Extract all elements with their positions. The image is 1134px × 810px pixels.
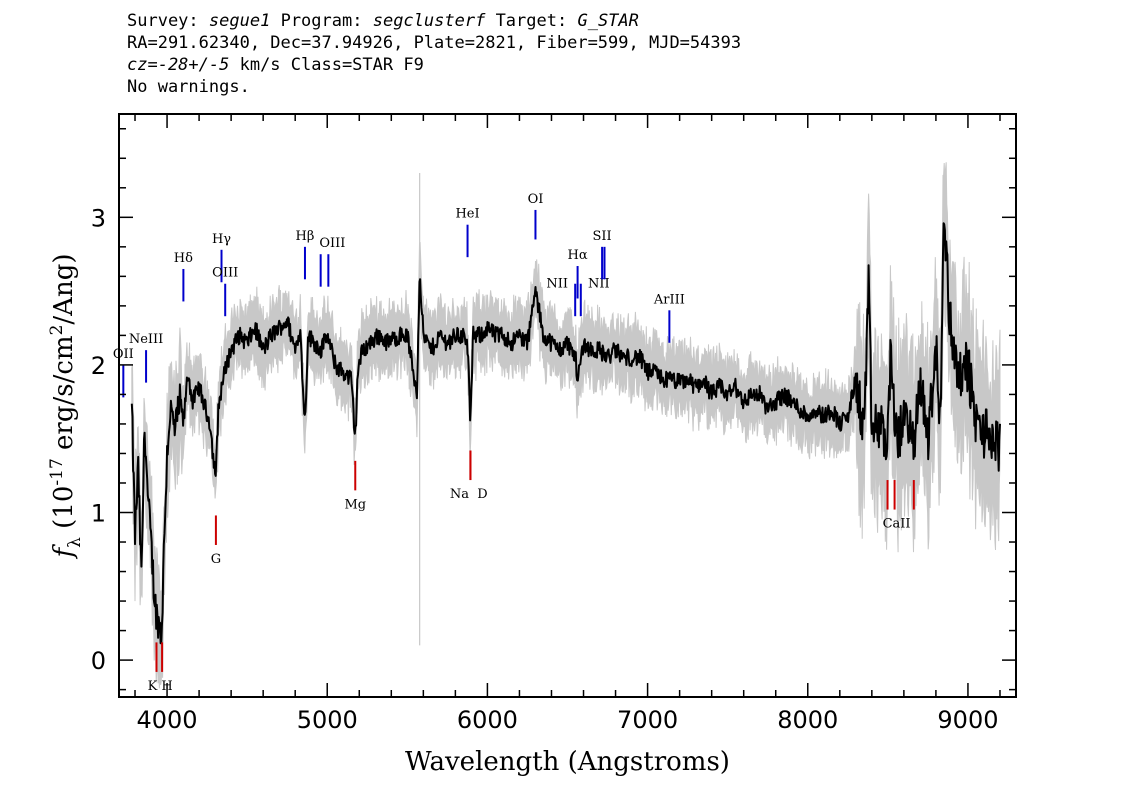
- line-marker-label: Hγ: [212, 232, 231, 247]
- cz-value: cz=-28+/-5: [127, 55, 230, 75]
- line-marker-label: Hβ: [296, 229, 315, 244]
- line-marker-label: OI: [528, 192, 544, 207]
- survey-value: segue1: [208, 11, 271, 31]
- line-marker-label: OIII: [319, 236, 345, 251]
- flux-series-line: [130, 222, 1001, 645]
- line-marker-label: HeI: [455, 207, 479, 222]
- line-marker-label: G: [211, 552, 221, 567]
- plot-frame: [118, 113, 1017, 698]
- header-line-warnings: No warnings.: [127, 77, 250, 97]
- program-value: segclusterf: [372, 11, 486, 31]
- header-line-redshift: cz=-28+/-5 km/s Class=STAR F9: [127, 54, 741, 76]
- x-tick-label: 8000: [777, 706, 838, 734]
- line-marker-label: D: [477, 487, 487, 502]
- noise-layer: [131, 162, 1001, 689]
- x-tick-label: 7000: [617, 706, 678, 734]
- x-axis-label: Wavelength (Angstroms): [405, 747, 730, 777]
- line-marker-label: OIII: [212, 266, 238, 281]
- class-value: km/s Class=STAR F9: [229, 55, 424, 75]
- y-axis-label: fλ (10-17 erg/s/cm2/Ang): [47, 253, 85, 559]
- x-tick-label: 5000: [297, 706, 358, 734]
- line-marker-label: K: [148, 679, 158, 694]
- line-marker-label: SII: [593, 229, 612, 244]
- target-label: Target:: [495, 11, 568, 31]
- flux-layer: [130, 222, 1001, 645]
- line-marker-label: Na: [450, 487, 469, 502]
- header-line-survey: Survey: segue1 Program: segclusterf Targ…: [127, 10, 741, 32]
- line-marker-label: OII: [113, 347, 134, 362]
- target-value: G_STAR: [577, 11, 639, 31]
- x-tick-label: 9000: [937, 706, 998, 734]
- survey-label: Survey:: [127, 11, 199, 31]
- line-marker-label: ArIII: [653, 292, 685, 307]
- line-marker-label: NII: [546, 277, 568, 292]
- program-label: Program:: [280, 11, 363, 31]
- line-marker-label: Hδ: [174, 251, 193, 266]
- line-marker-label: CaII: [883, 517, 911, 532]
- y-tick-label: 2: [91, 352, 106, 380]
- line-marker-label: Mg: [344, 497, 366, 512]
- y-tick-label: 3: [91, 204, 106, 232]
- noise-band: [131, 162, 1001, 689]
- y-tick-label: 0: [91, 647, 106, 675]
- header-line-coordinates: RA=291.62340, Dec=37.94926, Plate=2821, …: [127, 33, 742, 53]
- x-tick-label: 4000: [137, 706, 198, 734]
- spectrum-header: Survey: segue1 Program: segclusterf Targ…: [127, 10, 741, 98]
- line-marker-label: NII: [588, 277, 610, 292]
- line-marker-label: NeIII: [129, 332, 163, 347]
- axis-ticks: 4000 5000 6000 7000 8000 9000 0 1 2 3: [91, 114, 1016, 734]
- line-marker-label: Hα: [568, 248, 588, 263]
- y-tick-label: 1: [91, 500, 106, 528]
- x-tick-label: 6000: [457, 706, 518, 734]
